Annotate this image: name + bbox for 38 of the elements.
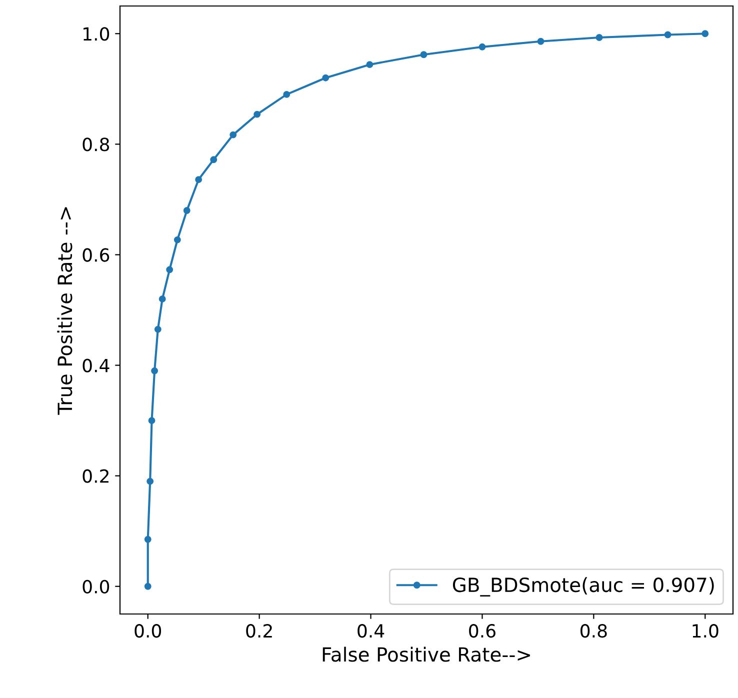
x-tick-label: 0.2	[246, 624, 272, 638]
y-tick-label: 0.8	[82, 138, 110, 152]
point	[151, 367, 158, 374]
point	[254, 110, 261, 118]
point	[154, 326, 162, 333]
point	[166, 266, 174, 274]
point	[144, 582, 152, 590]
point	[183, 207, 190, 214]
y-tick-label: 0.2	[82, 469, 108, 483]
point	[144, 536, 152, 543]
y-tick-label: 1.0	[84, 27, 110, 41]
x-tick-label: 0.4	[358, 624, 384, 638]
legend-label: GB_BDSmote(auc = 0.907)	[452, 577, 714, 596]
x-tick-label: 1.0	[692, 624, 718, 638]
point	[478, 43, 486, 50]
point	[230, 131, 237, 138]
point	[146, 478, 154, 485]
x-axis-title: False Positive Rate-->	[322, 646, 530, 662]
point	[537, 38, 544, 45]
point	[596, 34, 603, 41]
x-tick-label: 0.0	[134, 624, 162, 638]
point	[366, 61, 374, 68]
point	[664, 31, 672, 38]
y-tick-label: 0.6	[82, 248, 110, 262]
point	[158, 295, 166, 302]
point	[210, 156, 218, 164]
x-tick-label: 0.8	[580, 624, 607, 638]
y-tick-label: 0.0	[82, 580, 110, 594]
point	[702, 30, 709, 38]
point	[195, 176, 202, 184]
point	[148, 417, 156, 424]
x-tick-label: 0.6	[469, 624, 496, 638]
point	[283, 90, 290, 98]
y-tick-label: 0.4	[82, 358, 110, 372]
point	[322, 74, 330, 82]
y-axis-title: True Positive Rate -->	[57, 207, 72, 415]
point	[174, 236, 181, 244]
point	[420, 51, 428, 58]
